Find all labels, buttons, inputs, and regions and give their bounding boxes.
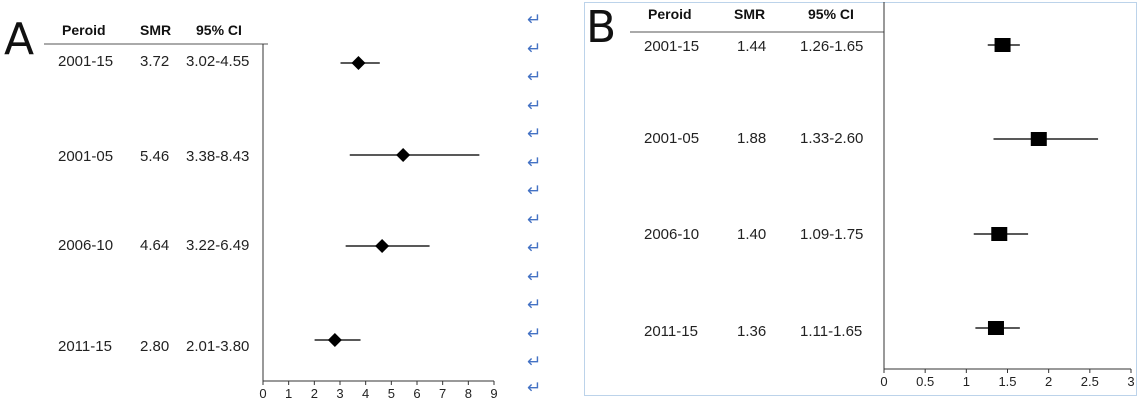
panel-a-row-smr: 3.72 <box>140 53 170 70</box>
panel-a-x-tick-label: 3 <box>336 386 343 401</box>
panel-b-header-period: Peroid <box>648 6 692 22</box>
panel-b-x-tick-label: 1 <box>963 374 970 389</box>
panel-a-row-smr: 2.80 <box>140 338 170 355</box>
return-arrow-icon: ↵ <box>527 324 542 343</box>
panel-b-row-ci: 1.11-1.65 <box>800 323 863 340</box>
return-arrow-icon: ↵ <box>527 181 542 200</box>
panel-a-row-ci: 2.01-3.80 <box>186 338 250 355</box>
panel-a-estimate-diamond <box>375 239 390 253</box>
panel-b-header-smr: SMR <box>734 6 766 22</box>
panel-a-x-tick-label: 6 <box>413 386 420 401</box>
panel-b-row-ci: 1.26-1.65 <box>800 38 864 55</box>
panel-b-x-tick-label: 2.5 <box>1081 374 1099 389</box>
return-arrow-icon: ↵ <box>527 67 542 86</box>
panel-a-x-tick-label: 7 <box>439 386 446 401</box>
panel-b-row-period: 2001-05 <box>644 130 700 147</box>
panel-a-estimate-diamond <box>351 56 366 70</box>
panel-a-header-ci: 95% CI <box>196 22 242 38</box>
panel-a-x-tick-label: 1 <box>285 386 292 401</box>
panel-b-frame <box>584 2 1137 396</box>
panel-a-row-period: 2006-10 <box>58 237 114 254</box>
panel-a-x-tick-label: 5 <box>388 386 395 401</box>
panel-b-row-smr: 1.36 <box>737 323 767 340</box>
panel-a-row-ci: 3.02-4.55 <box>186 53 250 70</box>
return-arrow-icon: ↵ <box>527 96 542 115</box>
return-arrow-icon: ↵ <box>527 210 542 229</box>
panel-a-x-tick-label: 0 <box>259 386 266 401</box>
return-arrow-icon: ↵ <box>527 124 542 143</box>
panel-a-header-smr: SMR <box>140 22 172 38</box>
panel-a-x-tick-label: 4 <box>362 386 369 401</box>
panel-b-row-smr: 1.44 <box>737 38 767 55</box>
panel-a-x-tick-label: 8 <box>465 386 472 401</box>
panel-b-estimate-square <box>987 321 1004 335</box>
panel-a-estimate-diamond <box>396 148 411 162</box>
panel-b-x-tick-label: 0 <box>880 374 887 389</box>
panel-b-row-ci: 1.33-2.60 <box>800 130 864 147</box>
panel-b-row-smr: 1.40 <box>737 226 767 243</box>
return-arrow-icon: ↵ <box>527 378 542 397</box>
panel-a-row-ci: 3.22-6.49 <box>186 237 250 254</box>
return-arrow-icon: ↵ <box>527 295 542 314</box>
panel-b-row-period: 2006-10 <box>644 226 700 243</box>
return-arrow-icon: ↵ <box>527 39 542 58</box>
panel-b-estimate-square <box>994 38 1011 52</box>
panel-a-row-period: 2011-15 <box>58 338 112 355</box>
panel-a-row-ci: 3.38-8.43 <box>186 148 250 165</box>
panel-b-estimate-square <box>991 227 1008 241</box>
panel-b-row-period: 2011-15 <box>644 323 698 340</box>
panel-a-row-smr: 4.64 <box>140 237 170 254</box>
panel-a-x-tick-label: 2 <box>311 386 318 401</box>
panel-b-header-ci: 95% CI <box>808 6 854 22</box>
return-arrow-icon: ↵ <box>527 153 542 172</box>
panel-a-estimate-diamond <box>327 333 342 347</box>
panel-b-estimate-square <box>1030 132 1047 146</box>
return-arrow-icon: ↵ <box>527 267 542 286</box>
panel-a-x-tick-label: 9 <box>490 386 497 401</box>
panel-a-letter: A <box>4 14 35 65</box>
return-arrow-icon: ↵ <box>527 352 542 371</box>
return-arrow-icon: ↵ <box>527 238 542 257</box>
panel-b-letter: B <box>586 2 617 53</box>
panel-b-row-smr: 1.88 <box>737 130 767 147</box>
panel-b-x-tick-label: 0.5 <box>916 374 934 389</box>
panel-a-row-smr: 5.46 <box>140 148 170 165</box>
panel-a-row-period: 2001-15 <box>58 53 114 70</box>
panel-a-row-period: 2001-05 <box>58 148 114 165</box>
panel-b-x-tick-label: 1.5 <box>998 374 1016 389</box>
return-arrow-icon: ↵ <box>527 10 542 29</box>
panel-b-row-period: 2001-15 <box>644 38 700 55</box>
panel-b-x-tick-label: 3 <box>1127 374 1134 389</box>
panel-a-header-period: Peroid <box>62 22 106 38</box>
panel-b-row-ci: 1.09-1.75 <box>800 226 864 243</box>
panel-b-x-tick-label: 2 <box>1045 374 1052 389</box>
